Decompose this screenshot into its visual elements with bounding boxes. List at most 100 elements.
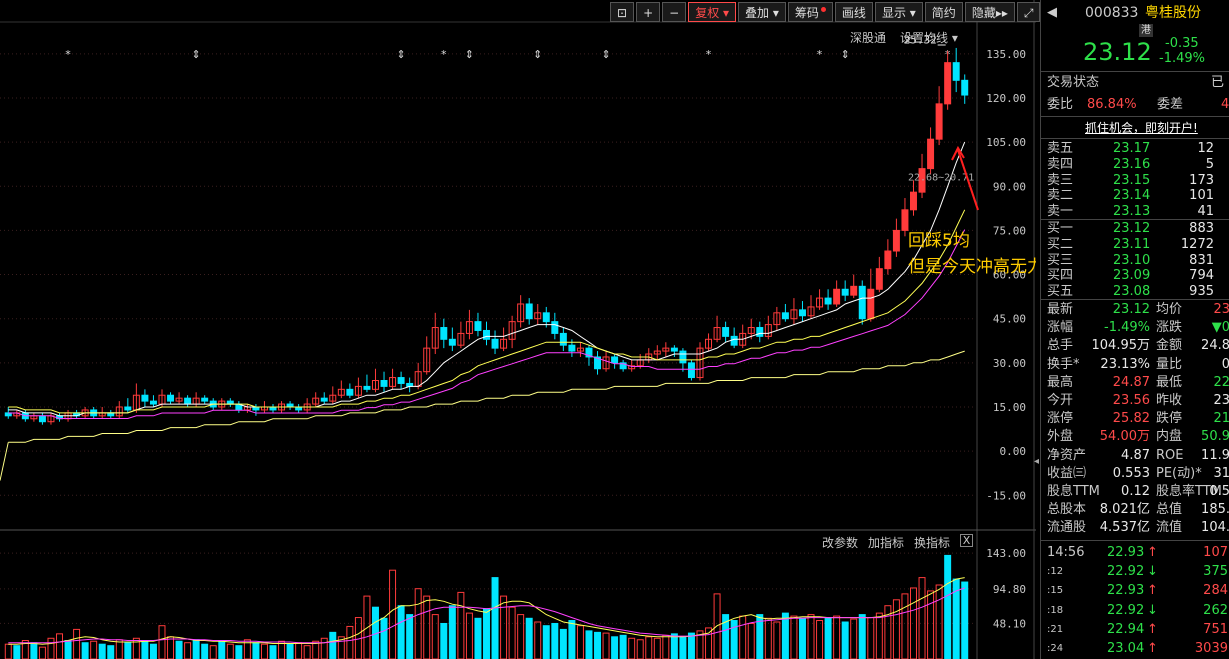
volume-bar	[628, 637, 636, 659]
volume-bar	[243, 639, 251, 659]
ma-settings-link[interactable]: 设置均线 ▾	[900, 31, 958, 45]
volume-bar	[833, 615, 841, 659]
level-volume: 831	[1189, 252, 1214, 268]
stat-value: 0.553	[1112, 465, 1150, 481]
level-volume: 173	[1189, 172, 1214, 188]
stock-name: 粤桂股份	[1145, 5, 1201, 21]
stat-label: 总股本	[1047, 502, 1087, 518]
lock-button[interactable]: ⊡	[610, 2, 635, 22]
overlay-button[interactable]: 叠加 ▾	[738, 2, 786, 22]
candle-body	[935, 103, 943, 140]
stat-row: 流通股 4.537亿 流值 104.	[1041, 519, 1229, 537]
volume-bar	[184, 642, 192, 659]
stat-label: 股息率TTM	[1156, 484, 1222, 499]
chips-button[interactable]: 筹码	[787, 2, 833, 22]
volume-bar	[295, 642, 303, 659]
volume-bar	[927, 590, 935, 659]
volume-bar	[226, 643, 234, 659]
stat-value: 24.8	[1201, 338, 1229, 354]
volume-bar	[64, 640, 72, 659]
arrow-down-icon: ↓	[1147, 602, 1158, 618]
volume-bar	[158, 625, 166, 659]
volume-bar	[576, 625, 584, 659]
display-button[interactable]: 显示 ▾	[874, 2, 923, 22]
event-marker: ⇕	[601, 48, 610, 61]
volume-bar	[406, 614, 414, 659]
stat-label: 净资产	[1047, 447, 1087, 463]
candle-body	[483, 329, 490, 340]
volume-bar	[508, 606, 516, 659]
candle-body	[585, 347, 593, 358]
volume-bar	[329, 631, 337, 659]
arrow-up-icon: ↑	[1147, 583, 1158, 599]
stat-value: 104.	[1201, 520, 1229, 536]
ma-long-lead	[0, 442, 9, 481]
candle-body	[440, 327, 448, 340]
close-icon[interactable]: X	[960, 534, 974, 547]
add-indicator-button[interactable]: 加指标	[868, 536, 905, 550]
kline-chart[interactable]: 135.00 120.00 105.00 90.00 75.00 60.00 45.00 30…	[0, 0, 1036, 659]
tick-volume: 262	[1203, 602, 1228, 618]
stat-label: 总值	[1156, 502, 1183, 518]
candle-body	[517, 303, 525, 323]
draw-line-button[interactable]: 画线	[834, 2, 873, 22]
candle-body	[867, 288, 875, 320]
stat-label: 量比	[1156, 356, 1183, 372]
candle-body	[841, 288, 849, 296]
stat-row: 最新 23.12 均价 23	[1041, 301, 1229, 319]
tick-row: :15 22.93 ↑ 284	[1041, 582, 1229, 600]
fullscreen-icon[interactable]: ⤢	[1016, 2, 1041, 22]
volume-bar	[457, 591, 465, 659]
volume-bar	[594, 631, 602, 659]
zoom-in-button[interactable]: +	[636, 2, 661, 22]
vol-tick-label: 94.80	[993, 583, 1026, 596]
back-icon[interactable]: ◀	[1047, 5, 1057, 20]
zoom-out-button[interactable]: −	[662, 2, 687, 22]
candle-body	[346, 388, 354, 396]
volume-bar	[653, 637, 661, 659]
annotation-arrowhead	[951, 145, 965, 161]
candle-body	[705, 338, 713, 349]
stat-value: 22	[1213, 374, 1229, 390]
level-label: 买五	[1047, 284, 1074, 300]
volume-bar	[167, 636, 175, 659]
switch-indicator-button[interactable]: 换指标	[914, 536, 951, 550]
change-params-button[interactable]: 改参数	[822, 536, 859, 550]
candle-body	[662, 347, 670, 352]
volume-toolbar: 改参数 加指标 换指标 X	[822, 534, 974, 551]
volume-bar	[781, 612, 789, 659]
stat-value: 23.56	[1112, 393, 1150, 408]
tick-volume: 751	[1203, 621, 1228, 637]
event-marker: ⇕	[533, 48, 542, 61]
price-change-pct: -1.49%	[1159, 51, 1205, 66]
candle-body	[184, 397, 192, 405]
simple-button[interactable]: 简约	[924, 2, 963, 22]
candle-body	[944, 62, 952, 105]
stat-label: 金额	[1156, 338, 1183, 354]
volume-bar	[73, 628, 81, 659]
volume-bar	[645, 636, 653, 659]
open-account-link[interactable]: 抓住机会，即刻开户!	[1085, 121, 1198, 135]
candle-body	[423, 347, 431, 373]
volume-bar	[850, 618, 858, 659]
candle-body	[918, 168, 926, 193]
candle-body	[542, 312, 550, 323]
shentong-link[interactable]: 深股通	[850, 31, 887, 45]
stat-value: 23	[1213, 393, 1229, 408]
volume-bar	[773, 621, 781, 659]
fuquan-button[interactable]: 复权 ▾	[688, 2, 737, 22]
volume-bar	[858, 614, 866, 659]
stat-label: 收益㈢	[1047, 465, 1087, 481]
volume-bar	[38, 646, 46, 659]
volume-bar	[687, 632, 695, 659]
chart-area[interactable]: 135.00 120.00 105.00 90.00 75.00 60.00 45.00 30…	[0, 0, 1041, 659]
candle-body	[534, 312, 542, 320]
stat-row: 总手 104.95万 金额 24.8	[1041, 337, 1229, 355]
tick-row: :12 22.92 ↓ 375	[1041, 563, 1229, 581]
hide-button[interactable]: 隐藏▸▸	[964, 2, 1015, 22]
tick-volume: 284	[1203, 583, 1228, 599]
volume-bar	[346, 625, 354, 659]
chevron-left-icon[interactable]: ◂	[1034, 456, 1040, 467]
candle-body	[901, 209, 909, 231]
level-volume: 883	[1189, 221, 1214, 236]
